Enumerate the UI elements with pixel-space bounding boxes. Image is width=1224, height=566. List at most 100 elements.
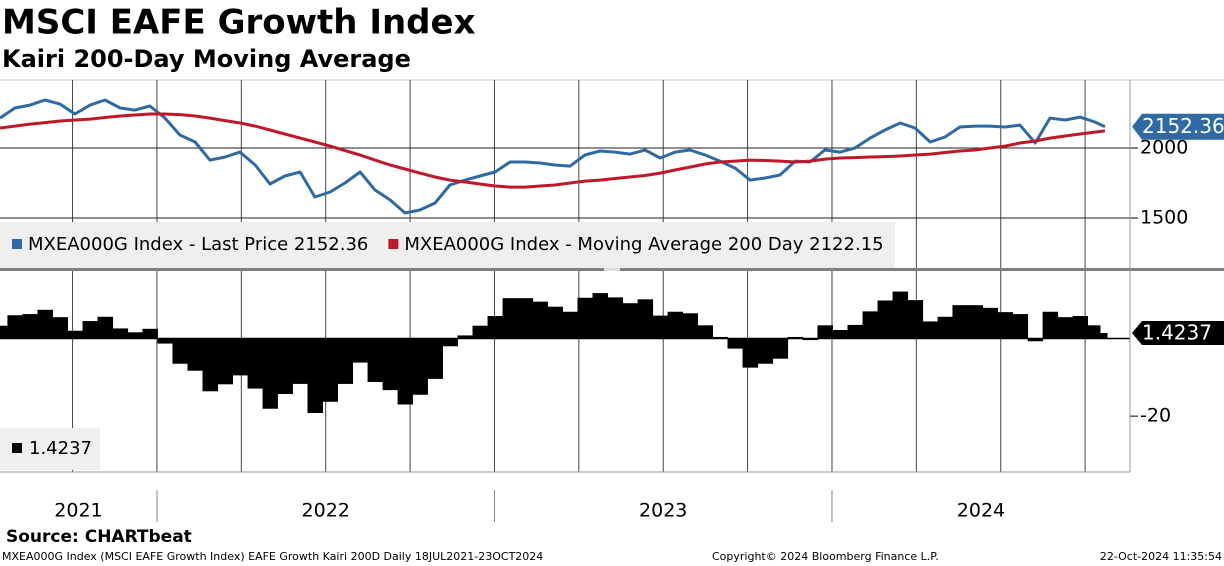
kairi-bar bbox=[562, 311, 578, 339]
kairi-bar bbox=[622, 303, 639, 339]
kairi-bar bbox=[532, 301, 548, 339]
kairi-bar bbox=[922, 321, 939, 339]
y-tick-label: 2000 bbox=[1140, 137, 1188, 159]
kairi-bar bbox=[157, 338, 173, 344]
kairi-bar bbox=[142, 328, 158, 339]
kairi-bar bbox=[697, 325, 713, 339]
kairi-bar bbox=[232, 338, 249, 376]
kairi-bar bbox=[1057, 317, 1074, 339]
kairi-bar bbox=[682, 313, 698, 339]
x-tick-label: 2024 bbox=[957, 500, 1005, 522]
kairi-bar bbox=[292, 338, 308, 384]
chart-subtitle: Kairi 200-Day Moving Average bbox=[2, 45, 411, 73]
kairi-bar bbox=[262, 338, 278, 409]
kairi-bar bbox=[607, 297, 624, 339]
kairi-bar bbox=[592, 293, 609, 339]
chart-title: MSCI EAFE Growth Index bbox=[2, 3, 476, 43]
kairi-bar bbox=[442, 338, 459, 347]
last-value-tag bbox=[1132, 320, 1224, 345]
kairi-bar bbox=[877, 300, 894, 339]
last-value-tag bbox=[1132, 113, 1224, 140]
kairi-bar bbox=[1099, 332, 1108, 339]
kairi-bar bbox=[217, 338, 234, 385]
kairi-bar bbox=[7, 315, 23, 339]
last-value-label: 2152.36 bbox=[1142, 114, 1224, 138]
kairi-bar bbox=[772, 338, 789, 359]
kairi-bar bbox=[1027, 338, 1044, 342]
kairi-bar bbox=[1012, 314, 1029, 339]
x-tick-label: 2022 bbox=[302, 500, 350, 522]
kairi-bar bbox=[742, 338, 759, 368]
kairi-bar bbox=[787, 336, 804, 339]
kairi-bar bbox=[112, 328, 129, 339]
kairi-bar bbox=[82, 321, 99, 339]
kairi-bar bbox=[487, 316, 504, 339]
kairi-bar bbox=[52, 317, 69, 339]
kairi-bar bbox=[427, 338, 443, 379]
kairi-bar bbox=[997, 312, 1014, 339]
legend-box bbox=[0, 222, 895, 268]
kairi-bar bbox=[862, 311, 879, 339]
kairi-bar bbox=[1042, 311, 1059, 339]
price-line bbox=[0, 112, 1106, 189]
kairi-bar bbox=[1072, 316, 1088, 339]
legend-swatch bbox=[12, 239, 22, 249]
kairi-bar bbox=[637, 299, 654, 339]
kairi-bar bbox=[727, 338, 744, 349]
kairi-bar bbox=[967, 305, 984, 339]
kairi-bar bbox=[937, 316, 953, 339]
footer-left: MXEA000G Index (MSCI EAFE Growth Index) … bbox=[2, 550, 543, 563]
kairi-bar bbox=[472, 325, 489, 339]
kairi-bar bbox=[187, 338, 204, 371]
kairi-bar bbox=[97, 316, 114, 339]
kairi-bar bbox=[667, 311, 683, 339]
kairi-bar bbox=[982, 307, 999, 339]
footer-center: Copyright© 2024 Bloomberg Finance L.P. bbox=[712, 550, 939, 563]
price-line bbox=[0, 98, 1106, 215]
kairi-bar bbox=[0, 325, 8, 339]
legend-swatch bbox=[12, 443, 22, 453]
x-tick-label: 2021 bbox=[54, 500, 102, 522]
kairi-bar bbox=[907, 300, 924, 339]
source: Source: CHARTbeat bbox=[6, 527, 192, 547]
panel-handle bbox=[604, 268, 620, 271]
kairi-bar bbox=[832, 329, 848, 339]
kairi-bar bbox=[712, 336, 729, 339]
kairi-bar bbox=[307, 338, 323, 414]
kairi-bar bbox=[847, 324, 864, 339]
kairi-bar bbox=[367, 338, 384, 382]
legend-label: MXEA000G Index - Moving Average 200 Day … bbox=[404, 234, 883, 255]
kairi-bar bbox=[457, 335, 474, 339]
footer-right: 22-Oct-2024 11:35:54 bbox=[1100, 550, 1222, 563]
last-value-label: 1.4237 bbox=[1142, 320, 1212, 344]
x-tick-label: 2023 bbox=[639, 500, 687, 522]
kairi-bar bbox=[517, 298, 534, 339]
kairi-bar bbox=[382, 338, 399, 391]
legend-label: 1.4237 bbox=[29, 438, 92, 459]
kairi-bar bbox=[652, 315, 669, 339]
kairi-bar bbox=[337, 338, 354, 384]
kairi-bar bbox=[352, 338, 369, 363]
y-tick-label: 1500 bbox=[1140, 207, 1188, 229]
kairi-bar bbox=[757, 338, 774, 364]
y-tick-label: -20 bbox=[1140, 405, 1171, 427]
kairi-bar bbox=[277, 338, 293, 395]
kairi-bar bbox=[892, 291, 909, 339]
kairi-bar bbox=[22, 314, 38, 339]
kairi-bar bbox=[67, 330, 84, 339]
kairi-bar bbox=[37, 309, 53, 339]
kairi-bar bbox=[127, 332, 143, 339]
kairi-bar bbox=[247, 338, 264, 389]
kairi-bar bbox=[817, 325, 833, 339]
kairi-bar bbox=[547, 306, 563, 339]
kairi-bar bbox=[952, 305, 968, 339]
legend-swatch bbox=[388, 239, 399, 249]
kairi-bar bbox=[1087, 325, 1101, 339]
kairi-bar bbox=[412, 338, 428, 395]
kairi-bar bbox=[397, 338, 413, 405]
kairi-bar bbox=[577, 297, 594, 339]
legend-label: MXEA000G Index - Last Price 2152.36 bbox=[28, 234, 368, 255]
kairi-bar bbox=[502, 298, 519, 339]
kairi-bar bbox=[202, 338, 219, 392]
